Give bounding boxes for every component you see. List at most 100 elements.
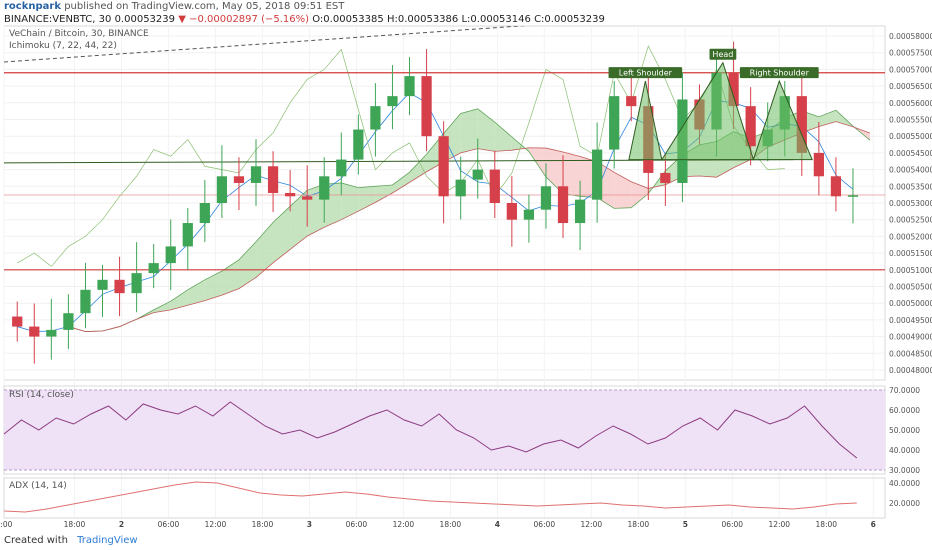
price-tick-label: 0.00049500 [889,316,932,325]
candle-body [216,176,228,203]
candle-body [387,96,398,107]
close-value: 0.00053239 [544,14,605,25]
price-tick-label: 0.00053500 [889,182,932,191]
candle-body [592,149,603,200]
candle-body [165,246,176,264]
time-tick-label: 5 [683,520,688,529]
adx-label: ADX (14, 14) [9,481,67,491]
time-tick-label: 6 [871,520,876,529]
price-tick-label: 0.00048000 [889,366,932,375]
created-with-text: Created with [4,535,68,546]
head-shoulders-pattern: Left Shoulder Head Right Shoulder [608,48,819,161]
cloud-segment [170,289,188,310]
rsi-tick-label: 70.0000 [889,386,920,395]
symbol: BINANCE:VENBTC, 30 [4,14,112,25]
candle-body [421,76,432,137]
price-tick-label: 0.00051500 [889,249,932,258]
price-tick-label: 0.00052000 [889,232,932,241]
rsi-axis: 70.0000 60.0000 50.0000 40.0000 30.0000 [889,386,920,475]
candle-body [728,72,739,107]
senkou-span-b [68,121,871,332]
candle-body [609,96,620,150]
candle-body [148,263,159,274]
right-shoulder-shape [752,79,813,161]
cloud-segment [545,148,564,194]
time-tick-label: 12:00 [205,520,227,529]
head-shape [660,61,755,161]
low-value: 0.00053146 [470,14,531,25]
price-tick-label: 0.00051000 [889,266,932,275]
candle-body [63,313,74,330]
price-tick-label: 0.00052500 [889,216,932,225]
price-axis: 0.00058000 0.00057500 0.00057000 0.00056500… [889,32,932,375]
rsi-line [3,401,858,459]
candle-body [660,172,671,183]
cloud-segment [818,110,836,127]
tradingview-logo[interactable]: TradingView [77,535,138,546]
candle-body [80,289,91,314]
candle-body [438,136,449,197]
author-link[interactable]: rocknpark [4,1,61,12]
low-label: L: [461,14,471,25]
price-change: ▼ −0.00002897 (−5.16%) [178,14,310,25]
candle-body [250,166,262,183]
candle-body [626,96,637,107]
time-tick-label: 18:00 [440,520,462,529]
cloud-segment [187,279,205,306]
candle-body [182,223,193,247]
price-tick-label: 0.00056500 [889,82,932,91]
candle-body [506,203,517,220]
candle-body [489,169,500,203]
time-tick-label: 4 [495,520,500,529]
candle-body [540,186,552,210]
close-label: C: [534,14,545,25]
cloud-segment [614,172,632,209]
adx-line [3,481,857,513]
candle-body [455,179,466,197]
time-tick-label: 2:00 [0,520,13,529]
time-tick-label: 18:00 [628,520,650,529]
adx-tick-label: 20.0000 [889,499,920,508]
price-tick-label: 0.00053000 [889,199,932,208]
candle-body [353,129,364,160]
candle-body [199,203,210,224]
candle-body [267,166,279,193]
cloud-segment [460,108,478,153]
left-shoulder-label: Left Shoulder [619,69,673,78]
cloud-segment [392,172,410,193]
adx-axis: 40.0000 20.0000 [889,479,920,508]
candle-body [319,176,330,200]
candle-body [472,169,483,180]
cloud-segment [528,147,546,177]
last-price: 0.00053239 [114,14,176,25]
rsi-tick-label: 50.0000 [889,426,920,435]
candle-body [12,316,23,327]
left-shoulder-shape [628,81,663,161]
right-shoulder-label: Right Shoulder [750,69,810,78]
rsi-tick-label: 60.0000 [889,406,920,415]
footer: Created with TradingView [4,535,138,546]
publish-header: rocknpark published on TradingView.com, … [4,1,344,12]
neckline [4,159,794,164]
rsi-tick-label: 40.0000 [889,446,920,455]
candle-body [745,106,756,147]
chikou-line [17,45,785,267]
cloud-segment [563,151,581,197]
time-tick-label: 06:00 [346,520,368,529]
price-tick-label: 0.00057500 [889,49,932,58]
ichimoku-label: Ichimoku (7, 22, 44, 22) [9,41,117,51]
cloud-segment [511,136,529,152]
time-tick-label: 12:00 [581,520,603,529]
cloud-segment [358,186,376,212]
price-tick-label: 0.00048500 [889,349,932,358]
main-pane-title: VeChain / Bitcoin, 30, BINANCE [9,29,149,39]
price-tick-label: 0.00054500 [889,149,932,158]
time-tick-label: 18:00 [252,520,274,529]
open-label: O: [312,14,324,25]
time-tick-label: 06:00 [534,520,556,529]
time-tick-label: 3 [307,520,312,529]
candle-body [574,199,586,224]
cloud-segment [153,301,171,313]
